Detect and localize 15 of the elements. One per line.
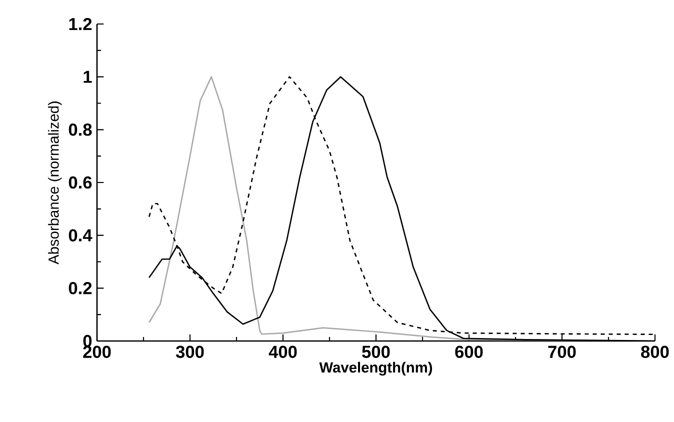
y-tick-label: 0.2 [68, 282, 92, 294]
y-tick-label: 0.6 [68, 176, 92, 189]
x-tick-label: 500 [362, 346, 390, 358]
x-tick-label: 800 [641, 346, 669, 358]
x-axis-title: Wavelength(nm) [319, 362, 432, 376]
x-tick-label: 600 [455, 346, 483, 358]
x-tick-label: 400 [268, 346, 297, 358]
x-tick-label: 700 [548, 346, 576, 358]
y-tick-label: 1 [84, 70, 92, 83]
y-tick-label: 0.4 [68, 229, 92, 242]
y-axis-title: Absorbance (normalized) [48, 102, 62, 264]
x-tick-label: 300 [176, 346, 204, 358]
y-tick-label: 1.2 [69, 18, 92, 30]
x-tick-label: 200 [83, 346, 111, 358]
y-tick-label: 0.8 [68, 124, 92, 136]
